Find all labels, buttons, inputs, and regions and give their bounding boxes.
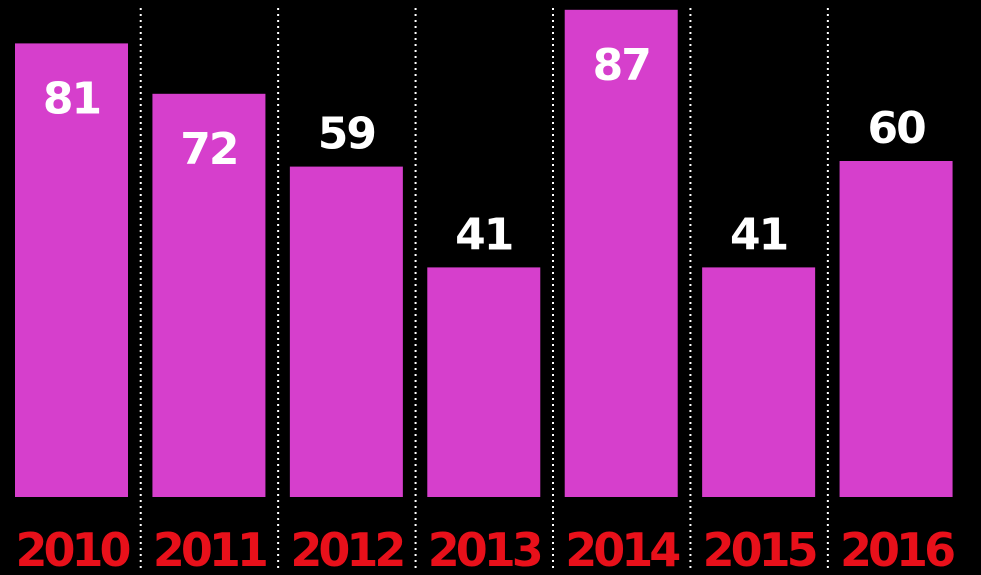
value-label-2012: 59 bbox=[318, 109, 375, 160]
bar-2015 bbox=[702, 267, 816, 497]
value-label-2015: 41 bbox=[730, 209, 787, 260]
value-label-2014: 87 bbox=[593, 40, 650, 91]
x-tick-label-2010: 2010 bbox=[15, 523, 129, 575]
bar-2014 bbox=[564, 9, 678, 498]
value-label-2013: 41 bbox=[455, 209, 512, 260]
bar-2013 bbox=[427, 267, 541, 497]
bar-2012 bbox=[289, 166, 403, 497]
x-tick-label-2015: 2015 bbox=[703, 523, 816, 575]
value-label-2011: 72 bbox=[180, 124, 237, 175]
x-tick-label-2012: 2012 bbox=[290, 523, 403, 575]
category-separators bbox=[139, 8, 829, 570]
bar-2011 bbox=[152, 93, 266, 498]
x-axis-tick-labels: 2010 2011 2012 2013 2014 2015 2016 bbox=[15, 523, 958, 575]
value-labels-group: 81 72 59 41 87 41 60 bbox=[43, 40, 927, 261]
value-label-2010: 81 bbox=[43, 73, 100, 124]
bars-group bbox=[15, 9, 953, 498]
value-label-2016: 60 bbox=[867, 103, 925, 154]
x-tick-label-2013: 2013 bbox=[428, 523, 541, 575]
x-tick-label-2016: 2016 bbox=[840, 523, 954, 575]
bar-2016 bbox=[839, 161, 953, 497]
x-tick-label-2011: 2011 bbox=[153, 523, 266, 575]
bar-2010 bbox=[15, 43, 128, 498]
x-tick-label-2014: 2014 bbox=[565, 523, 679, 575]
